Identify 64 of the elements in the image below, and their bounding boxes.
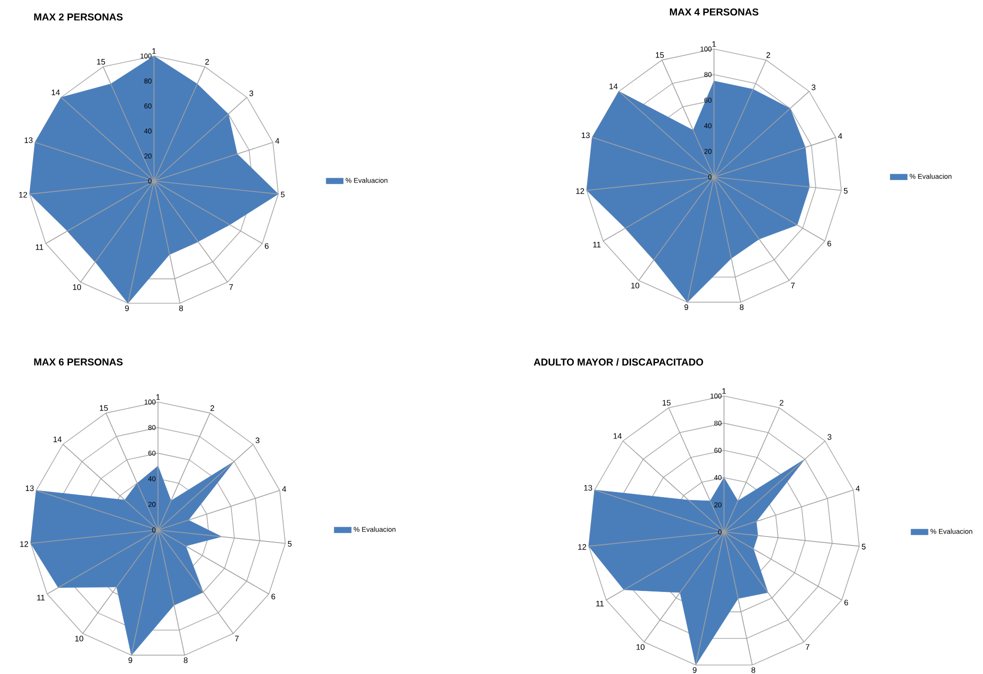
spoke-label: 9 [684, 304, 688, 310]
spoke-label: 7 [791, 282, 795, 288]
spoke-label: 8 [179, 305, 183, 312]
spoke-label: 13 [582, 132, 590, 138]
spoke-label: 10 [636, 644, 645, 650]
spoke-label: 6 [827, 240, 832, 246]
spoke-label: 1 [152, 48, 156, 54]
spoke-label: 2 [210, 405, 214, 411]
spoke-label: 13 [24, 137, 33, 144]
spoke-label: 6 [844, 600, 848, 606]
chart-title: MAX 2 PERSONAS [34, 13, 123, 21]
spoke-label: 15 [97, 59, 106, 65]
spoke-label: 4 [275, 138, 280, 144]
spoke-label: 9 [692, 667, 696, 673]
spoke-label: 9 [125, 305, 129, 312]
spoke-label: 5 [862, 544, 866, 550]
spoke-label: 15 [662, 400, 671, 406]
spoke-label: 2 [780, 400, 784, 406]
spoke-label: 8 [751, 667, 756, 673]
spoke-label: 10 [73, 284, 82, 290]
spoke-label: 12 [576, 188, 584, 194]
spoke-label: 8 [740, 304, 744, 310]
spoke-label: 7 [806, 644, 810, 650]
spoke-label: 11 [37, 594, 45, 600]
spoke-label: 1 [156, 394, 160, 400]
spoke-label: 11 [36, 244, 44, 250]
chart-title: ADULTO MAYOR / DISCAPACITADO [534, 358, 704, 366]
spoke-label: 3 [249, 90, 254, 96]
spoke-label: 14 [52, 90, 60, 96]
spoke-label: 5 [288, 541, 292, 547]
spoke-label: 12 [19, 192, 28, 198]
chart-title: MAX 4 PERSONAS [670, 8, 758, 16]
spoke-label: 14 [610, 84, 618, 90]
spoke-label: 8 [184, 657, 188, 664]
spoke-label: 3 [812, 84, 816, 90]
spoke-label: 12 [578, 544, 586, 550]
spoke-label: 12 [20, 541, 28, 547]
spoke-label: 15 [656, 52, 664, 58]
spoke-label: 14 [54, 436, 62, 442]
spoke-label: 4 [856, 486, 860, 492]
chart-title: MAX 6 PERSONAS [34, 358, 123, 366]
spoke-label: 6 [271, 594, 276, 600]
spoke-label: 10 [631, 282, 640, 288]
spoke-label: 7 [235, 636, 239, 642]
spoke-label: 2 [766, 52, 770, 58]
spoke-label: 11 [593, 242, 601, 248]
spoke-label: 3 [828, 434, 832, 440]
spoke-label: 1 [722, 388, 726, 394]
spoke-label: 2 [205, 59, 209, 65]
spoke-label: 1 [712, 41, 716, 47]
spoke-label: 5 [844, 188, 848, 194]
spoke-label: 13 [584, 484, 592, 491]
spoke-label: 7 [229, 284, 233, 290]
spoke-label: 9 [128, 657, 132, 664]
spoke-label: 3 [256, 438, 260, 444]
spoke-label: 6 [264, 243, 269, 249]
spoke-label: 14 [614, 433, 622, 439]
spoke-label: 11 [596, 600, 604, 606]
spoke-label: 4 [838, 133, 842, 139]
spoke-label: 15 [100, 405, 108, 411]
spoke-label: 5 [280, 192, 285, 198]
spoke-label: 4 [282, 486, 286, 492]
spoke-label: 13 [26, 485, 34, 492]
spoke-label: 10 [75, 636, 84, 642]
